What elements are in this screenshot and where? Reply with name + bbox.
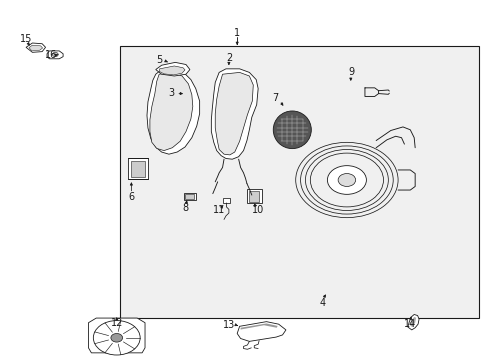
- Polygon shape: [150, 72, 192, 150]
- Polygon shape: [88, 318, 145, 353]
- Polygon shape: [237, 321, 285, 341]
- Polygon shape: [47, 51, 63, 59]
- Text: 16: 16: [45, 50, 57, 60]
- Text: 2: 2: [225, 53, 231, 63]
- Bar: [120, 45, 478, 318]
- Text: 12: 12: [110, 318, 122, 328]
- Bar: [185, 194, 194, 199]
- Bar: [249, 192, 259, 202]
- Text: 6: 6: [128, 192, 134, 202]
- Text: 4: 4: [319, 298, 325, 308]
- Text: 13: 13: [223, 320, 235, 329]
- Polygon shape: [156, 62, 189, 76]
- Bar: [246, 189, 261, 203]
- Text: 15: 15: [20, 35, 32, 44]
- Circle shape: [93, 320, 140, 355]
- Text: 5: 5: [156, 55, 162, 65]
- Text: 10: 10: [251, 206, 264, 216]
- Circle shape: [52, 52, 58, 57]
- Bar: [128, 158, 148, 179]
- Polygon shape: [29, 45, 42, 51]
- Circle shape: [337, 174, 355, 186]
- Polygon shape: [211, 69, 258, 159]
- Polygon shape: [159, 66, 184, 75]
- Text: 11: 11: [212, 206, 224, 216]
- Polygon shape: [240, 323, 277, 329]
- Text: 9: 9: [348, 67, 354, 77]
- Text: 8: 8: [182, 203, 188, 213]
- Bar: [223, 198, 230, 203]
- Bar: [183, 193, 196, 200]
- Polygon shape: [409, 317, 415, 327]
- Text: 14: 14: [404, 319, 416, 329]
- Ellipse shape: [273, 111, 311, 149]
- Polygon shape: [407, 315, 418, 330]
- Text: 3: 3: [168, 88, 174, 98]
- Polygon shape: [26, 43, 45, 52]
- Bar: [131, 161, 145, 177]
- Polygon shape: [147, 69, 199, 154]
- Polygon shape: [215, 72, 253, 155]
- Circle shape: [327, 166, 366, 194]
- Text: 7: 7: [272, 93, 278, 103]
- Circle shape: [111, 333, 122, 342]
- Text: 1: 1: [234, 28, 240, 38]
